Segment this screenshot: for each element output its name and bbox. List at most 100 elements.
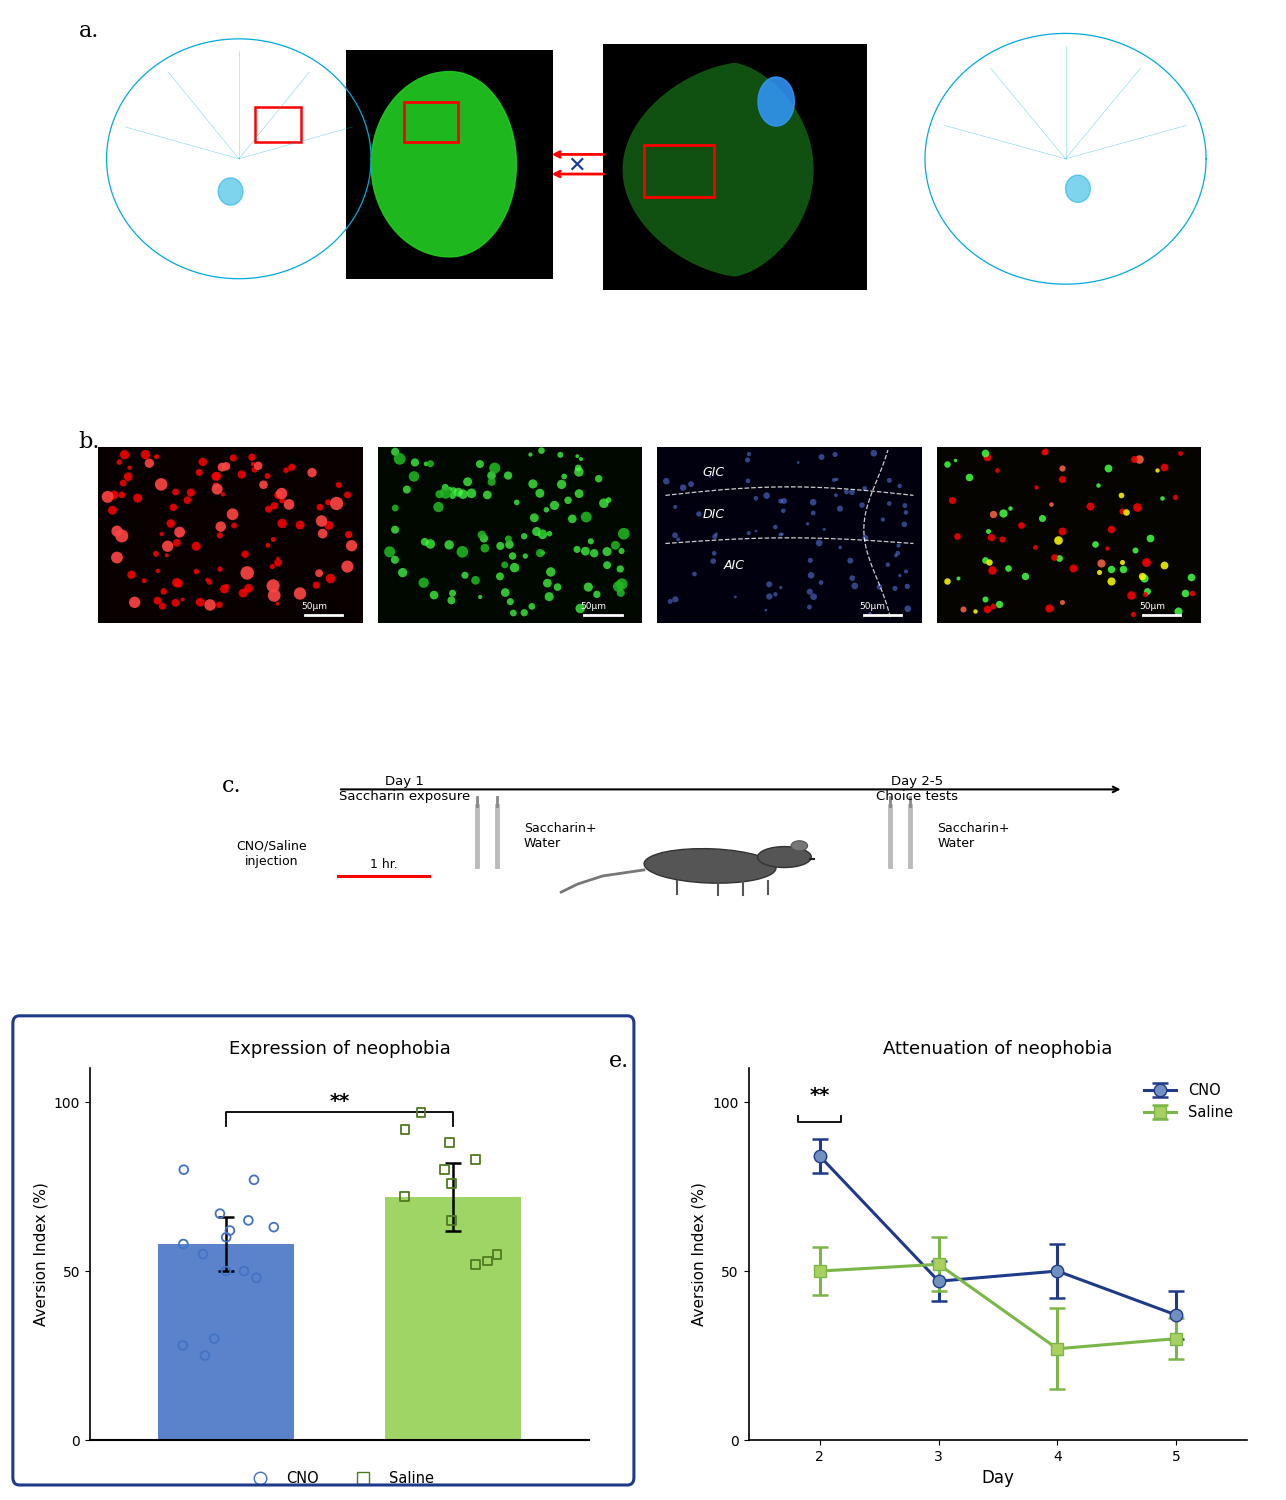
Point xyxy=(1015,564,1035,588)
Point xyxy=(499,532,520,556)
Point xyxy=(441,1209,462,1233)
Bar xyxy=(378,447,642,622)
Point xyxy=(127,486,148,510)
Point xyxy=(390,447,410,471)
Point xyxy=(473,526,494,550)
Point xyxy=(1129,447,1150,471)
Point xyxy=(312,522,333,546)
Point xyxy=(166,480,186,504)
Point xyxy=(1133,566,1154,590)
Point xyxy=(1111,550,1132,574)
Point xyxy=(1152,486,1173,510)
Point xyxy=(396,477,417,501)
Point xyxy=(1039,596,1060,619)
Point xyxy=(773,500,793,523)
Point xyxy=(983,503,1003,526)
Title: Attenuation of neophobia: Attenuation of neophobia xyxy=(883,1041,1112,1059)
Point xyxy=(267,550,288,574)
Point xyxy=(611,580,631,604)
Point xyxy=(705,525,725,549)
Point xyxy=(500,590,521,613)
Point xyxy=(167,570,188,594)
Point xyxy=(992,528,1012,552)
Point xyxy=(120,456,140,480)
Point xyxy=(477,1250,498,1274)
Point xyxy=(498,526,518,550)
Point xyxy=(145,542,166,566)
Point xyxy=(544,494,565,517)
Point xyxy=(503,544,523,568)
Point xyxy=(562,507,583,531)
Point xyxy=(514,524,535,548)
Point xyxy=(738,442,759,466)
Point xyxy=(530,482,550,506)
Point xyxy=(998,555,1019,579)
Point xyxy=(481,464,502,488)
Point xyxy=(800,549,820,573)
Text: Saccharin+
Water: Saccharin+ Water xyxy=(525,822,597,849)
Point xyxy=(413,570,433,594)
Point xyxy=(976,597,997,621)
Point xyxy=(279,492,300,516)
Point xyxy=(840,549,860,573)
Point xyxy=(455,564,476,588)
Point xyxy=(1137,579,1157,603)
Point xyxy=(531,438,552,462)
Point xyxy=(804,585,824,609)
Point xyxy=(404,465,424,489)
Point xyxy=(199,592,220,616)
Point xyxy=(1120,584,1141,608)
Point xyxy=(271,482,292,506)
X-axis label: Day: Day xyxy=(981,1470,1015,1488)
Point xyxy=(746,486,766,510)
Point xyxy=(244,1168,265,1192)
Point xyxy=(121,562,141,586)
Point xyxy=(568,482,589,506)
Point xyxy=(341,534,361,558)
Point xyxy=(829,536,850,560)
Point xyxy=(475,536,495,560)
Point xyxy=(440,477,460,501)
Point xyxy=(539,522,559,546)
Text: 50μm: 50μm xyxy=(580,602,606,610)
Point xyxy=(983,594,1003,618)
Point xyxy=(1052,456,1073,480)
Point xyxy=(466,1252,486,1276)
Point xyxy=(797,512,818,536)
Point xyxy=(584,542,604,566)
Point xyxy=(216,1258,237,1282)
Bar xyxy=(936,447,1201,622)
Point xyxy=(667,528,688,552)
Point xyxy=(809,531,829,555)
Point xyxy=(854,477,874,501)
Point xyxy=(684,562,705,586)
Point xyxy=(264,1215,284,1239)
Point xyxy=(606,534,626,558)
Y-axis label: Aversion Index (%): Aversion Index (%) xyxy=(33,1182,49,1326)
Point xyxy=(264,494,284,517)
Point xyxy=(522,472,543,496)
Polygon shape xyxy=(624,63,813,276)
Point xyxy=(186,534,207,558)
Point xyxy=(770,522,791,546)
Point xyxy=(462,482,482,506)
Point xyxy=(234,1258,255,1282)
Point xyxy=(253,472,274,496)
Point xyxy=(898,597,918,621)
Point xyxy=(289,582,310,606)
Point xyxy=(186,560,207,584)
Point xyxy=(799,596,819,619)
Point xyxy=(210,1202,230,1225)
Point xyxy=(877,552,898,576)
Point xyxy=(979,519,999,543)
Point xyxy=(211,514,231,538)
Point xyxy=(177,488,198,512)
Point xyxy=(532,542,553,566)
Point xyxy=(554,465,575,489)
Point xyxy=(703,542,724,566)
Point xyxy=(318,490,338,514)
Point xyxy=(937,453,958,477)
Point xyxy=(442,580,463,604)
Point xyxy=(567,444,588,468)
Point xyxy=(147,444,167,468)
